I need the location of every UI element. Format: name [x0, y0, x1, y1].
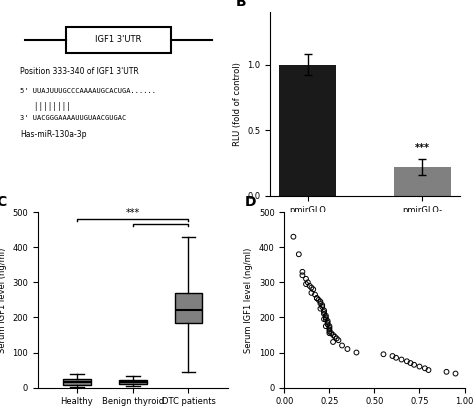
Point	[299, 272, 306, 279]
Point	[308, 284, 315, 291]
Point	[416, 363, 423, 370]
Point	[313, 295, 320, 302]
Y-axis label: Serum IGF1 level (ng/ml): Serum IGF1 level (ng/ml)	[244, 247, 253, 353]
Point	[313, 295, 320, 302]
Text: Has-miR-130a-3p: Has-miR-130a-3p	[20, 130, 87, 139]
Point	[324, 319, 331, 326]
Point	[403, 358, 410, 365]
Text: Position 333-340 of IGF1 3'UTR: Position 333-340 of IGF1 3'UTR	[20, 67, 139, 76]
Text: D: D	[245, 195, 256, 208]
Text: IGF1 3'UTR: IGF1 3'UTR	[95, 35, 142, 44]
Point	[317, 305, 324, 312]
Text: C: C	[0, 195, 7, 208]
Point	[319, 304, 326, 310]
Point	[328, 330, 335, 337]
Y-axis label: RLU (fold of control): RLU (fold of control)	[233, 62, 242, 146]
Point	[326, 330, 333, 337]
Point	[329, 339, 337, 345]
Point	[326, 323, 333, 330]
FancyBboxPatch shape	[66, 27, 171, 53]
Point	[315, 297, 322, 303]
Point	[326, 325, 333, 331]
Bar	[279, 65, 336, 196]
Y-axis label: Serum IGF1 level (ng/ml): Serum IGF1 level (ng/ml)	[0, 247, 7, 353]
Point	[317, 298, 324, 305]
Point	[443, 368, 450, 375]
Point	[310, 286, 317, 293]
Point	[308, 290, 315, 296]
Point	[322, 323, 329, 330]
Point	[320, 316, 328, 322]
Point	[421, 365, 428, 372]
Point	[320, 307, 328, 314]
Point	[392, 355, 400, 361]
Point	[306, 283, 313, 289]
Point	[398, 356, 405, 363]
Text: ||||||||: ||||||||	[20, 102, 72, 111]
Point	[324, 321, 331, 328]
Point	[329, 332, 337, 338]
Point	[299, 268, 306, 275]
Point	[295, 251, 302, 257]
Point	[311, 291, 319, 298]
Point	[302, 281, 310, 287]
PathPatch shape	[63, 379, 91, 385]
Point	[317, 300, 324, 307]
Point	[452, 370, 459, 377]
Bar	[394, 167, 451, 196]
Point	[410, 361, 418, 368]
Text: 3' UACGGGAAAAUUGUAACGUGAC: 3' UACGGGAAAAUUGUAACGUGAC	[20, 115, 127, 121]
Point	[425, 367, 432, 373]
Point	[320, 310, 328, 317]
Point	[326, 328, 333, 335]
Point	[333, 335, 340, 342]
PathPatch shape	[174, 293, 202, 323]
Point	[322, 316, 329, 322]
Point	[344, 346, 351, 352]
Point	[322, 313, 329, 319]
Point	[407, 360, 414, 366]
Point	[338, 342, 346, 349]
Text: 5' UUAJUUUGCCCAAAAUGCACUGA......: 5' UUAJUUUGCCCAAAAUGCACUGA......	[20, 88, 156, 93]
Point	[290, 233, 297, 240]
Point	[320, 309, 328, 315]
Point	[319, 302, 326, 308]
Text: ***: ***	[126, 208, 140, 218]
Point	[380, 351, 387, 357]
Point	[331, 333, 338, 340]
Point	[324, 318, 331, 324]
Point	[304, 279, 311, 286]
Point	[389, 353, 396, 359]
Point	[335, 337, 342, 344]
Point	[322, 314, 329, 321]
Point	[353, 349, 360, 356]
Point	[326, 326, 333, 333]
PathPatch shape	[119, 380, 146, 384]
Text: ***: ***	[415, 142, 430, 153]
Text: B: B	[236, 0, 246, 9]
Point	[302, 275, 310, 282]
